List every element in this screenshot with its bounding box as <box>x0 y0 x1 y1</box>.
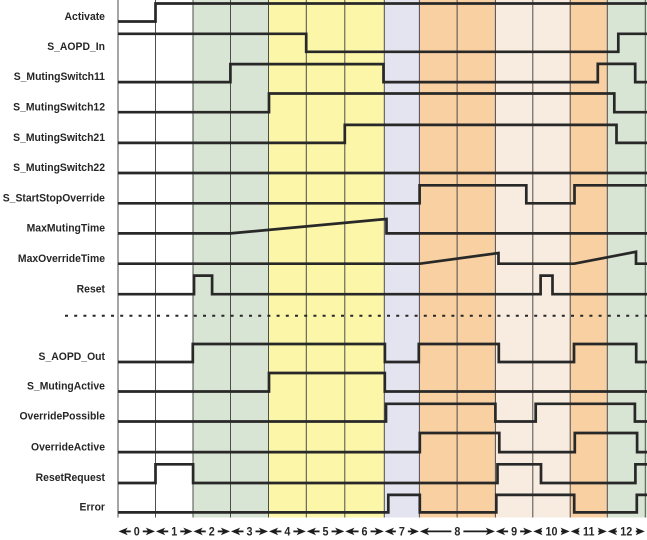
svg-text:OverridePossible: OverridePossible <box>19 410 105 423</box>
svg-text:7: 7 <box>399 526 405 539</box>
svg-text:12: 12 <box>620 526 632 539</box>
svg-text:S_AOPD_Out: S_AOPD_Out <box>39 351 106 364</box>
svg-text:S_StartStopOverride: S_StartStopOverride <box>3 192 105 205</box>
svg-text:2: 2 <box>209 526 215 539</box>
svg-text:Activate: Activate <box>65 10 105 23</box>
svg-text:Reset: Reset <box>77 283 106 296</box>
svg-text:9: 9 <box>511 526 517 539</box>
svg-text:ResetRequest: ResetRequest <box>36 472 106 485</box>
svg-text:11: 11 <box>583 526 595 539</box>
svg-text:1: 1 <box>171 526 178 539</box>
svg-text:S_MutingSwitch21: S_MutingSwitch21 <box>13 132 105 145</box>
svg-text:S_AOPD_In: S_AOPD_In <box>47 40 105 53</box>
svg-text:OverrideActive: OverrideActive <box>31 441 105 454</box>
svg-text:MaxOverrideTime: MaxOverrideTime <box>18 252 105 265</box>
svg-text:MaxMutingTime: MaxMutingTime <box>27 222 105 235</box>
svg-text:5: 5 <box>323 526 330 539</box>
svg-text:6: 6 <box>362 526 368 539</box>
svg-text:8: 8 <box>454 526 460 539</box>
svg-text:S_MutingSwitch11: S_MutingSwitch11 <box>14 71 105 84</box>
svg-text:4: 4 <box>284 526 291 539</box>
svg-text:S_MutingSwitch22: S_MutingSwitch22 <box>13 162 105 175</box>
svg-text:Error: Error <box>80 501 106 514</box>
svg-text:0: 0 <box>134 526 140 539</box>
svg-text:3: 3 <box>246 526 252 539</box>
svg-text:S_MutingActive: S_MutingActive <box>27 380 105 393</box>
svg-text:10: 10 <box>545 526 557 539</box>
svg-text:S_MutingSwitch12: S_MutingSwitch12 <box>13 101 105 114</box>
